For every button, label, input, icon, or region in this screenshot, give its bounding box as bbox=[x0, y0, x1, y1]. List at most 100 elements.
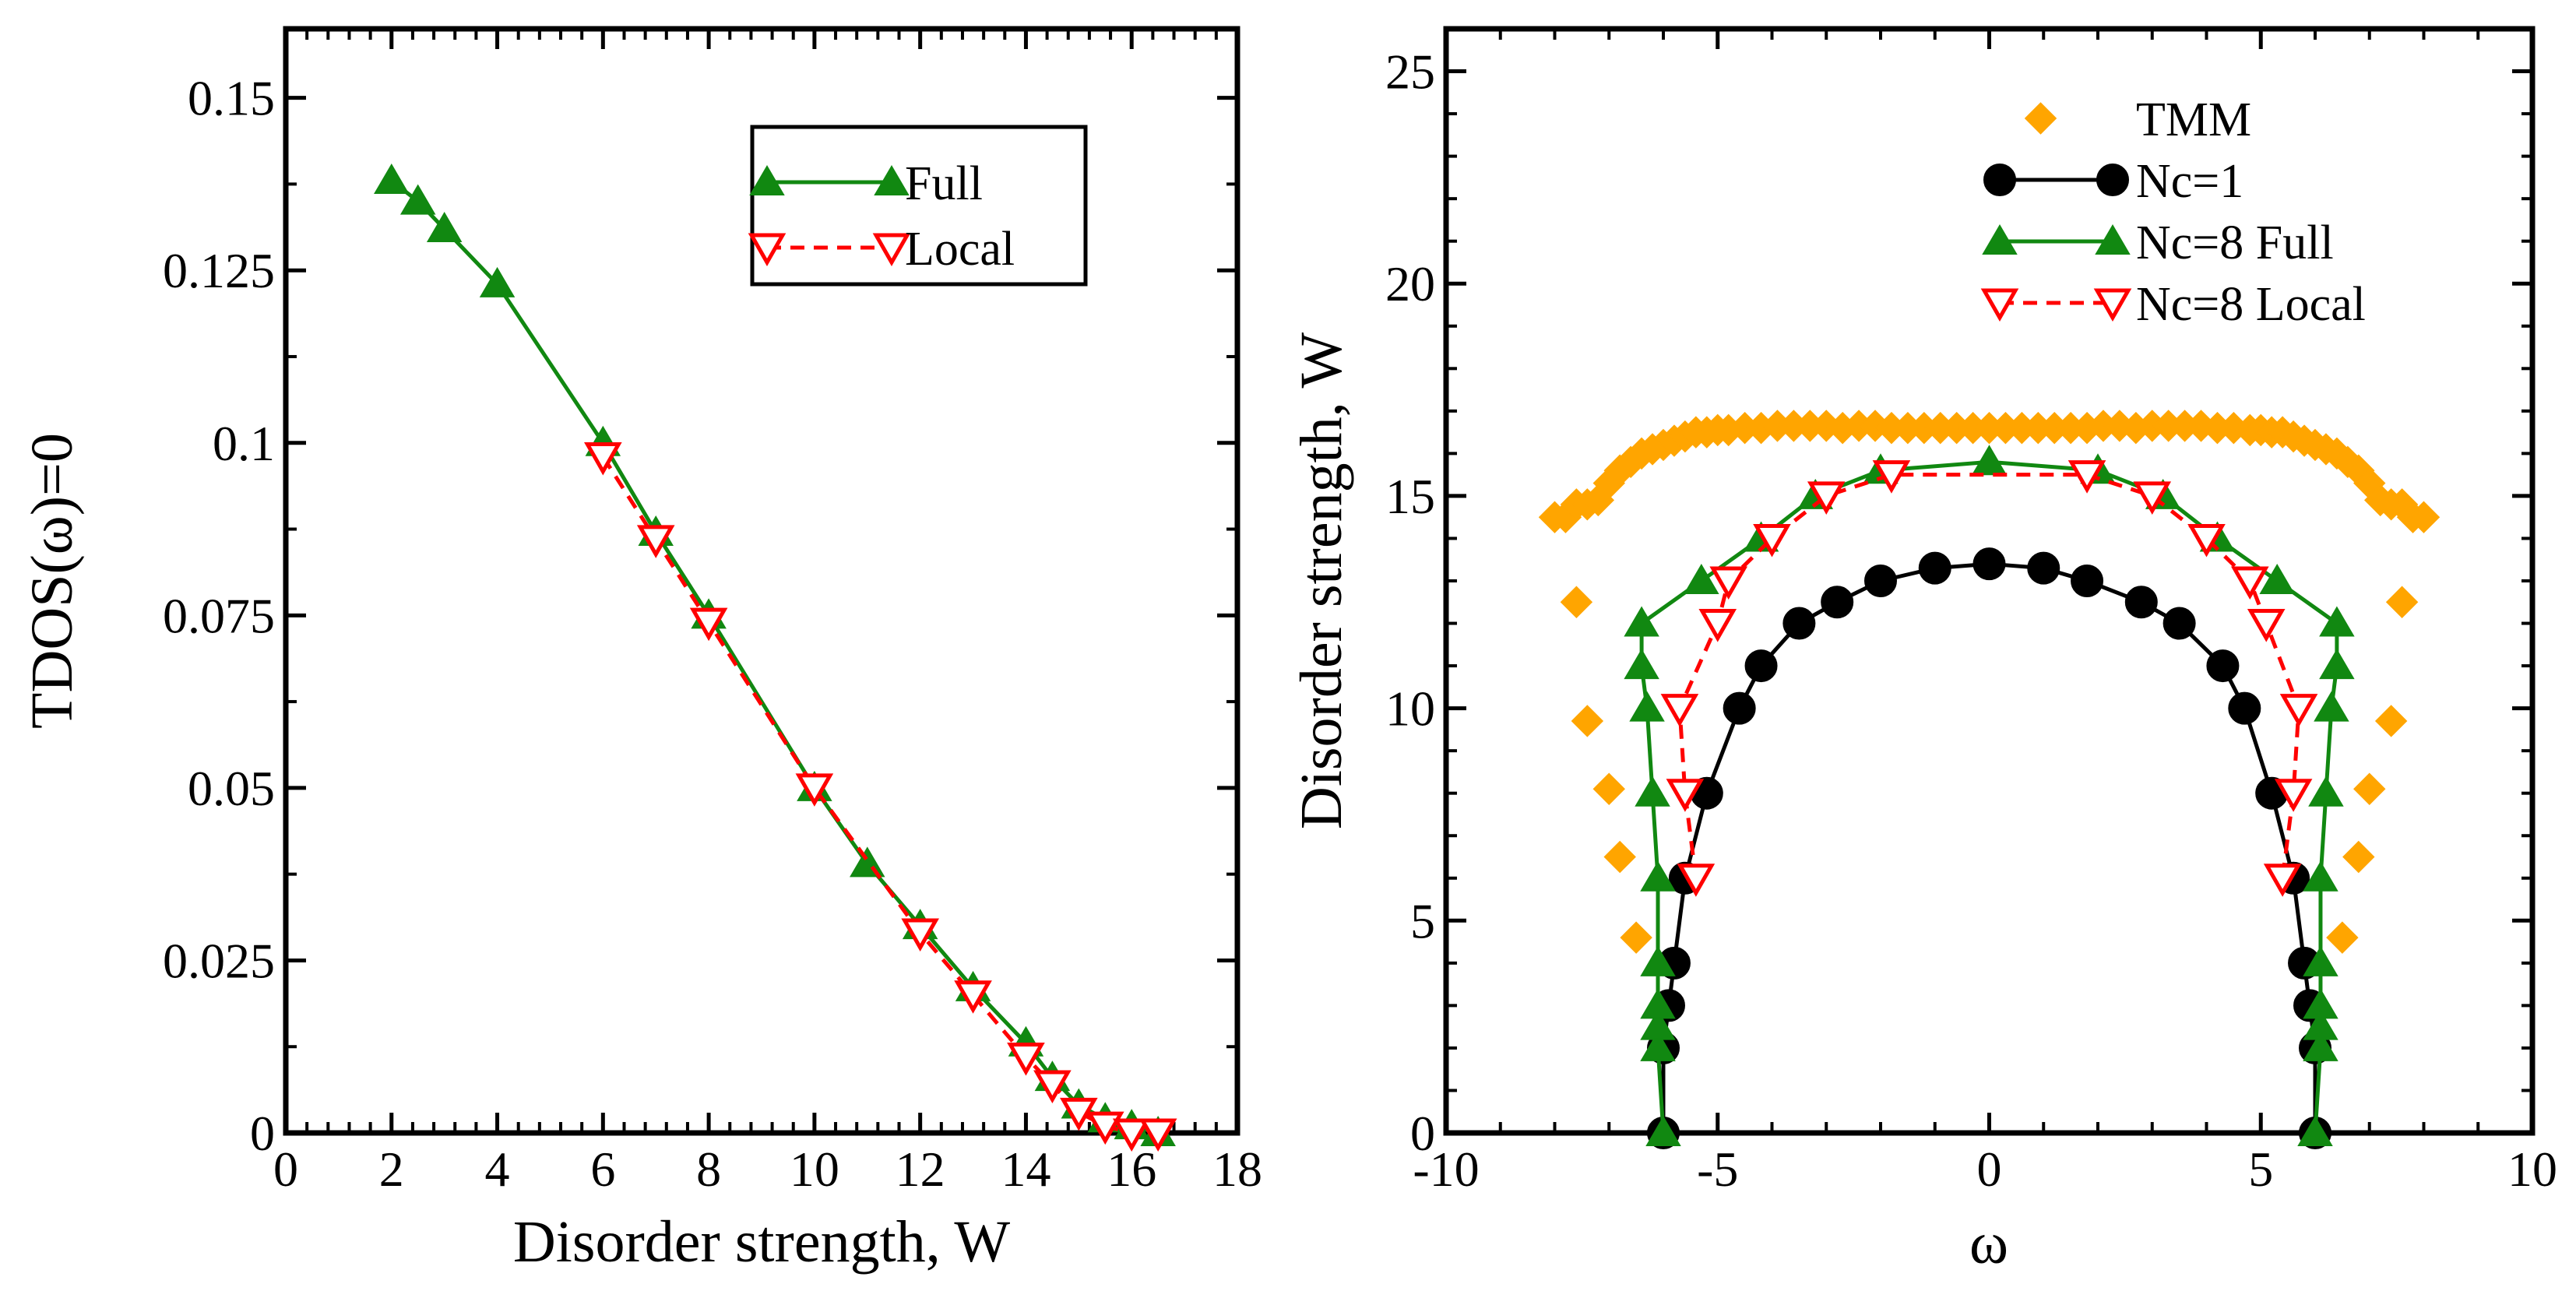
x-tick-label: 10 bbox=[790, 1141, 839, 1197]
data-point bbox=[2319, 649, 2355, 680]
data-point bbox=[1864, 565, 1897, 597]
data-point bbox=[2297, 1116, 2333, 1146]
data-point bbox=[1033, 1070, 1072, 1104]
data-point bbox=[1782, 607, 1816, 640]
legend-sample-nc8-local bbox=[1980, 288, 2132, 322]
series-nc-8-local bbox=[1660, 460, 2318, 897]
legend-label-full: Full bbox=[905, 157, 983, 210]
x-tick-label: 8 bbox=[696, 1141, 721, 1197]
legend-sample-nc1 bbox=[1983, 164, 2129, 196]
y-tick-label: 0 bbox=[1410, 1106, 1435, 1161]
x-tick-label: 5 bbox=[2248, 1141, 2273, 1197]
x-tick-label: -10 bbox=[1413, 1141, 1479, 1197]
axis-ticks bbox=[283, 29, 1240, 1135]
data-point bbox=[1983, 164, 2016, 196]
legend-label-local: Local bbox=[905, 223, 1015, 276]
data-point bbox=[2187, 523, 2226, 558]
data-point bbox=[2342, 840, 2375, 874]
data-point bbox=[1972, 547, 2006, 581]
data-point bbox=[2027, 551, 2060, 585]
data-point bbox=[1624, 649, 1659, 680]
data-point bbox=[689, 607, 728, 642]
legend-sample-full bbox=[749, 165, 910, 195]
data-point bbox=[2133, 481, 2172, 515]
legend-sample-local bbox=[748, 233, 911, 267]
data-point bbox=[426, 212, 463, 243]
series-tmm bbox=[1538, 410, 2441, 954]
y-tick-label: 0.125 bbox=[163, 243, 275, 298]
data-point bbox=[901, 918, 939, 952]
x-tick-label: 6 bbox=[590, 1141, 615, 1197]
data-point bbox=[1640, 988, 1676, 1019]
y-tick-label: 0 bbox=[250, 1106, 275, 1161]
x-tick-label: 14 bbox=[1001, 1141, 1050, 1197]
data-point bbox=[2385, 586, 2419, 618]
data-point bbox=[2263, 864, 2302, 897]
data-point bbox=[1684, 564, 1719, 594]
data-point bbox=[374, 163, 410, 194]
data-point bbox=[795, 773, 834, 807]
data-point bbox=[1640, 1009, 1676, 1040]
panel-w-vs-omega: -10 -5 0 5 10 0 5 10 15 20 25 ω Disorder… bbox=[1289, 26, 2557, 1276]
data-point bbox=[1640, 945, 1676, 976]
data-point bbox=[1677, 864, 1716, 897]
data-point bbox=[1629, 691, 1665, 722]
data-point bbox=[748, 233, 787, 267]
data-point bbox=[1060, 1097, 1098, 1131]
data-point bbox=[1603, 840, 1636, 874]
data-point bbox=[954, 980, 992, 1014]
x-tick-label: 10 bbox=[2507, 1141, 2557, 1197]
data-point bbox=[2274, 779, 2313, 812]
y-tick-labels: 0 0.025 0.05 0.075 0.1 0.125 0.15 bbox=[163, 71, 275, 1161]
data-point bbox=[1982, 224, 2018, 255]
y-tick-label: 5 bbox=[1410, 893, 1435, 948]
data-point bbox=[2247, 609, 2286, 642]
data-point bbox=[1709, 566, 1748, 600]
data-point bbox=[1635, 776, 1670, 807]
data-point bbox=[1645, 1116, 1681, 1146]
data-point bbox=[1744, 649, 1778, 683]
data-point bbox=[584, 441, 622, 476]
y-tick-label: 0.025 bbox=[163, 933, 275, 988]
x-tick-label: 0 bbox=[273, 1141, 298, 1197]
data-point bbox=[1571, 705, 1604, 737]
data-point bbox=[1666, 779, 1705, 812]
x-tick-label: 18 bbox=[1212, 1141, 1262, 1197]
data-point bbox=[2303, 945, 2338, 976]
data-point bbox=[2067, 460, 2106, 494]
legend-label-nc8-local: Nc=8 Local bbox=[2136, 278, 2366, 331]
data-point bbox=[2124, 586, 2158, 619]
data-point bbox=[636, 525, 675, 558]
data-point bbox=[1560, 586, 1593, 618]
series-layer bbox=[374, 163, 1177, 1152]
data-point bbox=[1007, 1043, 1045, 1076]
data-point bbox=[1971, 445, 2008, 476]
data-point bbox=[1980, 288, 2019, 322]
legend-box bbox=[750, 125, 1088, 287]
data-point bbox=[1624, 606, 1659, 637]
plot-frame bbox=[283, 26, 1240, 1136]
data-point bbox=[749, 165, 785, 195]
y-tick-labels: 0 5 10 15 20 25 bbox=[1385, 44, 1435, 1161]
data-point bbox=[2308, 776, 2344, 807]
y-tick-label: 15 bbox=[1385, 469, 1435, 524]
panel-tdos-vs-w: 0 2 4 6 8 10 12 14 16 18 0 0.025 0.05 0.… bbox=[19, 26, 1262, 1275]
axis-ticks bbox=[1444, 29, 2535, 1135]
data-point bbox=[2096, 164, 2129, 196]
y-tick-label: 0.1 bbox=[213, 416, 275, 471]
data-point bbox=[399, 184, 436, 215]
data-point bbox=[1872, 460, 1911, 494]
data-point bbox=[2353, 772, 2386, 805]
data-point bbox=[2259, 564, 2295, 594]
series-layer bbox=[1538, 410, 2441, 1149]
data-point bbox=[2303, 1030, 2338, 1061]
data-point bbox=[1620, 921, 1652, 954]
y-tick-label: 20 bbox=[1385, 256, 1435, 311]
data-point bbox=[2326, 921, 2359, 954]
legend: Full Local bbox=[748, 125, 1088, 287]
data-point bbox=[1086, 1111, 1124, 1145]
data-point bbox=[2228, 691, 2261, 725]
data-point bbox=[1138, 1118, 1177, 1152]
data-point bbox=[1592, 772, 1625, 805]
